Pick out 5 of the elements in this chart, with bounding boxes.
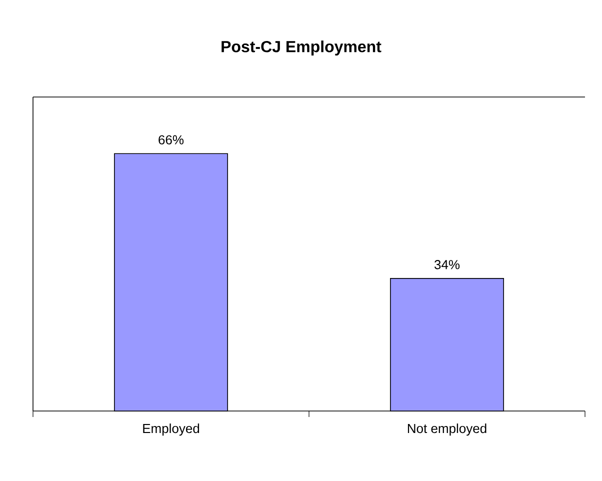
x-tick-label: Employed <box>143 424 200 436</box>
data-label: 34% <box>434 260 460 270</box>
chart-title: Post-CJ Employment <box>222 40 382 56</box>
x-tick-label: Not employed <box>408 424 486 436</box>
data-label: 66% <box>158 135 184 144</box>
